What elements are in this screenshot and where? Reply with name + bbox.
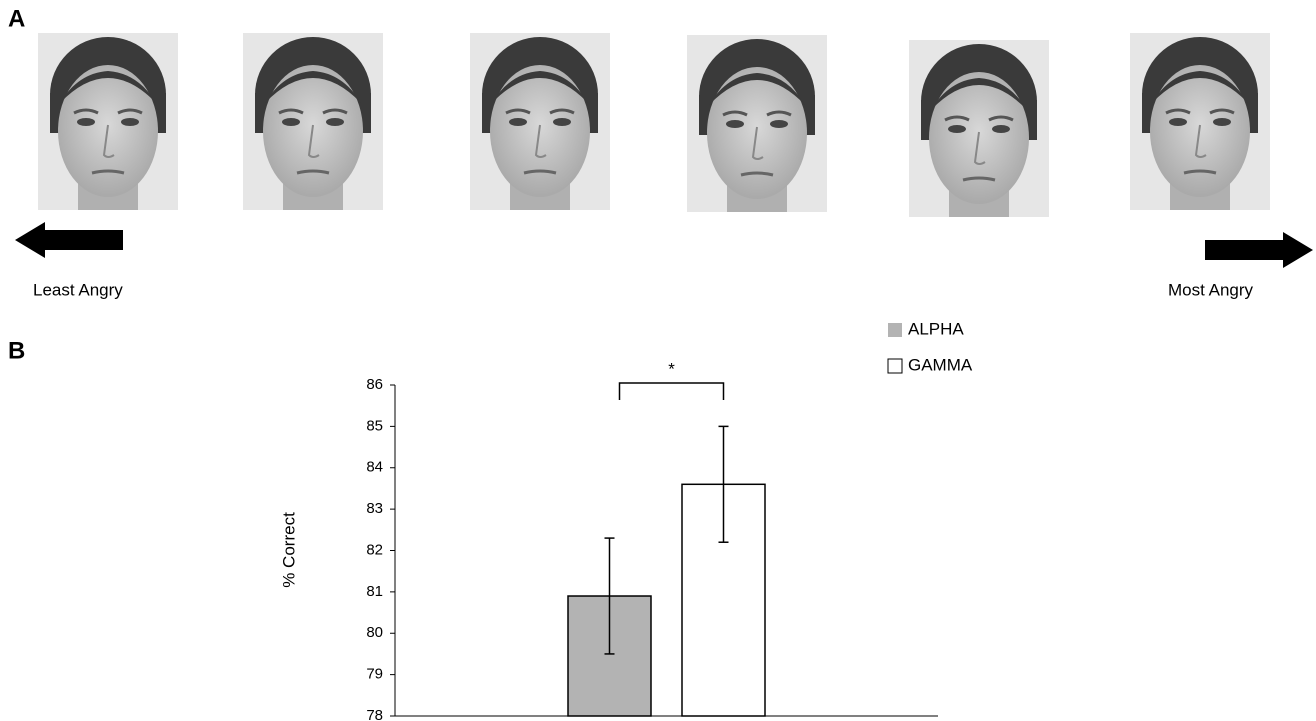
right-arrow	[1205, 232, 1313, 268]
y-tick-label: 82	[366, 541, 383, 558]
y-tick-label: 84	[366, 459, 383, 476]
legend-label: ALPHA	[908, 319, 964, 338]
face-image	[1130, 33, 1270, 210]
figure: A B Least Angry Most Angry % Correct 78 7…	[0, 0, 1316, 721]
y-tick-label: 85	[366, 417, 383, 434]
face-image	[687, 35, 827, 212]
y-tick-label: 80	[366, 624, 383, 641]
legend-swatch	[888, 359, 902, 373]
significance-label: *	[668, 359, 675, 378]
legend-label: GAMMA	[908, 355, 973, 374]
face-image	[38, 33, 178, 210]
scale-label: Most Angry	[1168, 280, 1254, 299]
y-tick-label: 79	[366, 666, 383, 683]
scale-label: Least Angry	[33, 280, 123, 299]
face-image	[909, 40, 1049, 217]
y-tick-label: 81	[366, 583, 383, 600]
face-image	[243, 33, 383, 210]
face-image	[470, 33, 610, 210]
y-tick-label: 86	[366, 376, 383, 393]
y-tick-label: 78	[366, 707, 383, 721]
panel-label: A	[8, 5, 25, 32]
significance-bracket	[620, 383, 724, 400]
panel-label: B	[8, 337, 25, 364]
legend-swatch	[888, 323, 902, 337]
y-axis-label: % Correct	[279, 512, 298, 588]
page: {"panels": {"a": "A", "b": "B"}, "scale"…	[0, 0, 1316, 721]
y-tick-label: 83	[366, 500, 383, 517]
left-arrow	[15, 222, 123, 258]
